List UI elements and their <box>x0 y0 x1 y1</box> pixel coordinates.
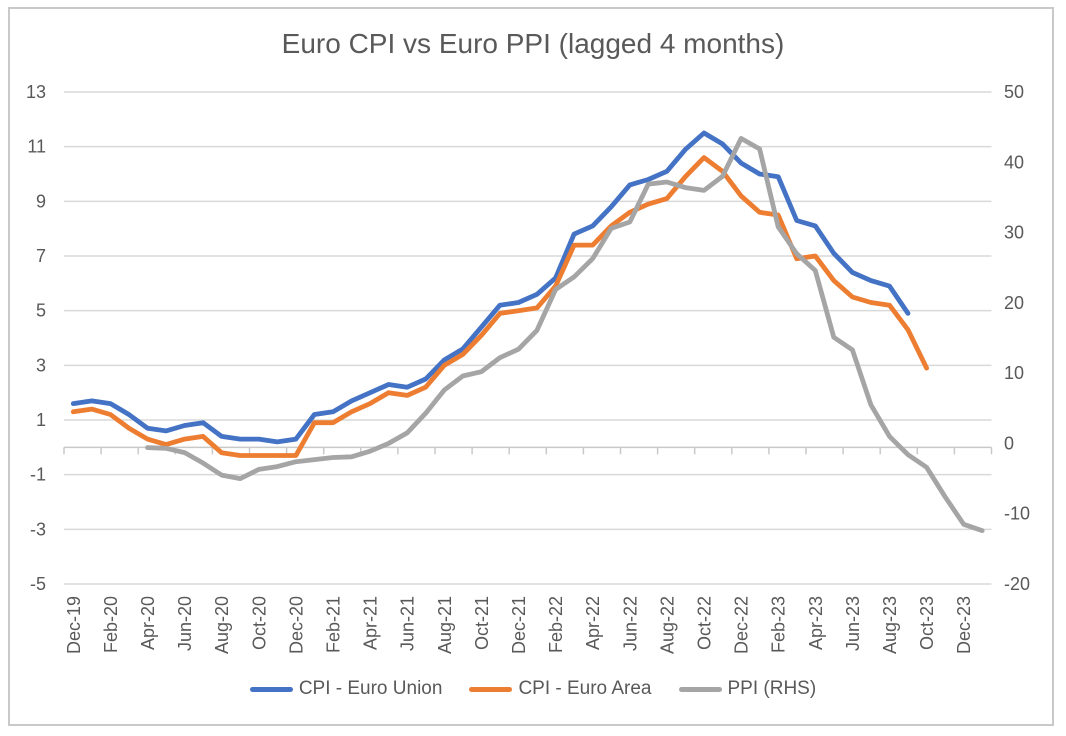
x-axis-tick-label: Jun-23 <box>843 596 863 651</box>
x-axis-tick-label: Aug-20 <box>212 596 232 654</box>
series-line-cpi-euro-union <box>70 130 911 445</box>
left-axis-tick-label: 1 <box>36 410 46 430</box>
x-axis-tick-label: Apr-21 <box>361 596 381 650</box>
x-axis-tick-label: Aug-23 <box>880 596 900 654</box>
series-line-cpi-euro-area <box>70 155 929 458</box>
right-axis-tick-label: 50 <box>1004 82 1024 102</box>
right-axis-tick-label: 10 <box>1004 363 1024 383</box>
chart-legend: CPI - Euro Union CPI - Euro Area PPI (RH… <box>0 678 1066 700</box>
left-axis-tick-label: 11 <box>27 137 46 157</box>
legend-label: PPI (RHS) <box>727 678 817 699</box>
chart-title: Euro CPI vs Euro PPI (lagged 4 months) <box>281 28 785 59</box>
x-axis-tick-label: Dec-21 <box>509 596 529 654</box>
legend-item-cpi-euro-area: CPI - Euro Area <box>469 678 652 700</box>
x-axis-tick-label: Apr-22 <box>583 596 603 650</box>
x-axis-tick-label: Oct-22 <box>694 596 714 650</box>
x-axis-tick-label: Apr-20 <box>138 596 158 650</box>
right-axis-tick-label: -10 <box>1004 504 1030 524</box>
right-axis-tick-label: 30 <box>1004 223 1024 243</box>
x-axis-tick-label: Feb-21 <box>323 596 343 653</box>
left-axis-tick-label: -5 <box>30 574 46 594</box>
x-axis-tick-label: Dec-19 <box>64 596 84 654</box>
chart-frame <box>8 7 1054 726</box>
x-axis-tick-label: Dec-22 <box>732 596 752 654</box>
legend-line-swatch-blue <box>249 686 293 692</box>
right-axis-tick-label: -20 <box>1004 574 1030 594</box>
left-axis-tick-label: 7 <box>36 246 46 266</box>
legend-label: CPI - Euro Union <box>298 678 443 699</box>
right-axis-tick-label: 40 <box>1004 152 1024 172</box>
x-axis <box>63 446 993 455</box>
x-axis-tick-label: Oct-21 <box>472 596 492 650</box>
x-axis-labels: Dec-19 Feb-20 Apr-20 Jun-20 Aug-20 Oct-20 Dec-… <box>64 596 974 654</box>
series-line-ppi-rhs- <box>145 136 985 533</box>
legend-label: CPI - Euro Area <box>518 678 652 699</box>
x-axis-tick-label: Dec-23 <box>954 596 974 654</box>
x-axis-tick-label: Jun-21 <box>398 596 418 651</box>
right-axis-tick-label: 20 <box>1004 293 1024 313</box>
x-axis-tick-label: Jun-20 <box>175 596 195 651</box>
legend-line-swatch-gray <box>678 686 722 692</box>
left-axis-labels: 13 11 9 7 5 3 1 -1 -3 -5 <box>26 82 46 594</box>
legend-line-swatch-orange <box>469 686 513 692</box>
x-axis-tick-label: Jun-22 <box>620 596 640 651</box>
left-axis-tick-label: -1 <box>30 465 46 485</box>
left-axis-tick-label: 13 <box>26 82 46 102</box>
left-axis-tick-label: 3 <box>36 355 46 375</box>
x-axis-tick-label: Feb-20 <box>101 596 121 653</box>
left-axis-tick-label: 5 <box>36 301 46 321</box>
x-axis-tick-label: Feb-23 <box>769 596 789 653</box>
left-axis-tick-label: -3 <box>30 519 46 539</box>
x-axis-tick-label: Oct-20 <box>249 596 269 650</box>
legend-item-cpi-euro-union: CPI - Euro Union <box>249 678 443 700</box>
right-axis-labels: 50 40 30 20 10 0 -10 -20 <box>1004 82 1030 594</box>
x-axis-tick-label: Feb-22 <box>546 596 566 653</box>
right-axis-tick-label: 0 <box>1004 433 1014 453</box>
legend-item-ppi-rhs: PPI (RHS) <box>678 678 817 700</box>
x-axis-tick-label: Aug-21 <box>435 596 455 654</box>
x-axis-tick-label: Aug-22 <box>657 596 677 654</box>
left-axis-tick-label: 9 <box>36 191 46 211</box>
x-axis-tick-label: Apr-23 <box>806 596 826 650</box>
x-axis-tick-label: Dec-20 <box>286 596 306 654</box>
x-axis-tick-label: Oct-23 <box>917 596 937 650</box>
